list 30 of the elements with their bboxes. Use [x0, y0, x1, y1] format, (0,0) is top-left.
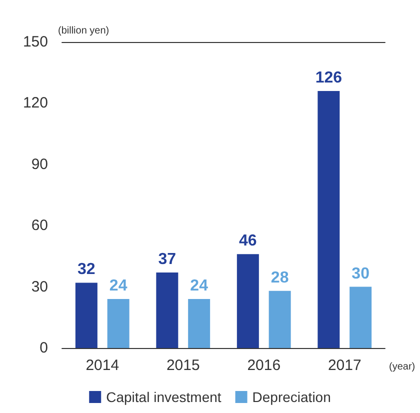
y-tick-label: 0 [40, 340, 48, 356]
y-tick-label: 90 [31, 156, 48, 173]
legend-label: Capital investment [106, 389, 222, 405]
data-label: 32 [78, 261, 96, 278]
y-tick-label: 30 [31, 278, 48, 296]
x-tick-label: 2014 [86, 357, 120, 374]
legend-label: Depreciation [252, 389, 331, 405]
data-label: 24 [109, 278, 128, 295]
y-axis-title: (billion yen) [58, 26, 110, 36]
y-tick-label: 120 [22, 94, 48, 112]
data-label: 28 [270, 269, 289, 286]
data-label: 46 [239, 232, 257, 250]
x-axis-title: (year) [389, 362, 416, 372]
bar [75, 282, 98, 348]
bar [188, 299, 210, 348]
y-tick-label: 60 [31, 217, 48, 234]
bar [107, 299, 130, 348]
bar [156, 272, 178, 348]
y-tick-label: 150 [22, 34, 48, 50]
data-label: 30 [352, 265, 370, 282]
bar [268, 290, 291, 348]
bar [236, 254, 259, 348]
bar [350, 286, 372, 348]
data-label: 37 [158, 251, 176, 268]
x-tick-label: 2017 [328, 357, 362, 374]
x-tick-label: 2016 [247, 357, 281, 374]
data-label: 126 [315, 69, 342, 86]
x-tick-label: 2015 [166, 357, 200, 374]
data-label: 24 [190, 278, 208, 295]
bar [318, 90, 340, 348]
